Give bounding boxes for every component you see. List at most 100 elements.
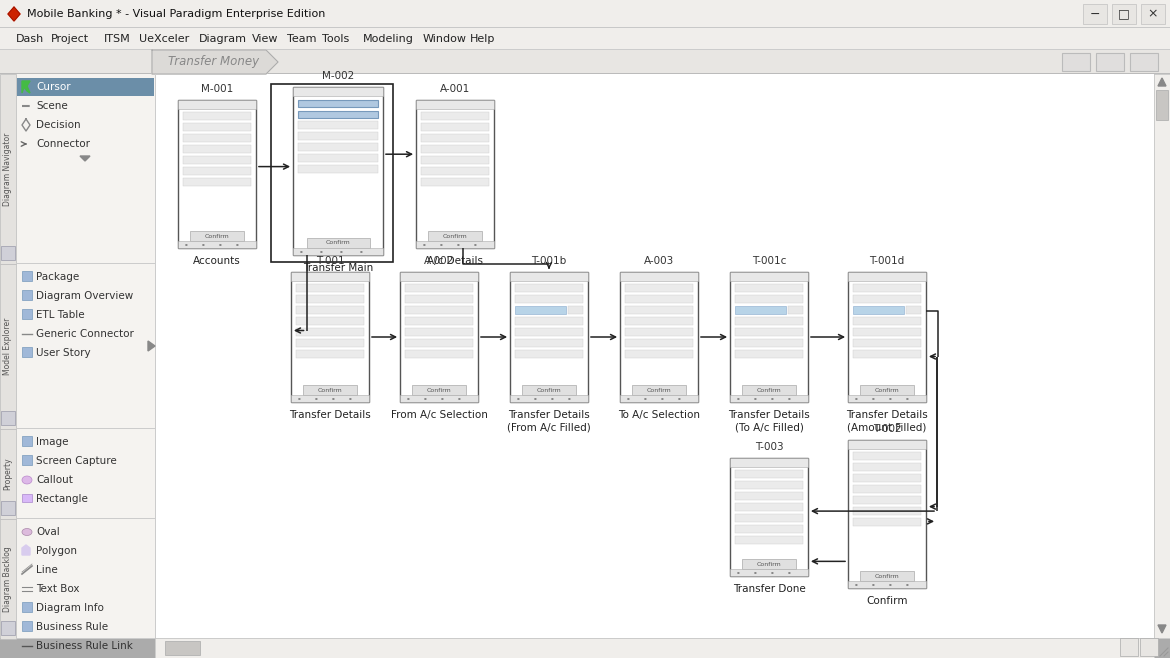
Bar xyxy=(735,284,803,292)
Text: Transfer Details: Transfer Details xyxy=(289,410,371,420)
Polygon shape xyxy=(147,341,154,351)
Bar xyxy=(1120,638,1138,656)
Text: Image: Image xyxy=(36,437,69,447)
Text: To A/c Selection: To A/c Selection xyxy=(618,410,700,420)
Bar xyxy=(735,339,803,347)
Bar xyxy=(183,112,252,120)
Bar xyxy=(183,123,252,131)
Bar xyxy=(853,496,921,504)
Text: ▪: ▪ xyxy=(677,397,681,401)
Text: Screen Capture: Screen Capture xyxy=(36,456,117,466)
Bar xyxy=(522,385,577,395)
Bar xyxy=(303,385,357,395)
Text: ▪: ▪ xyxy=(422,243,426,247)
Text: ▪: ▪ xyxy=(517,397,519,401)
Bar xyxy=(1112,4,1136,24)
Bar xyxy=(620,395,698,402)
Bar xyxy=(421,123,489,131)
Bar xyxy=(1130,53,1158,71)
Text: A-003: A-003 xyxy=(644,256,674,266)
Text: Confirm: Confirm xyxy=(205,234,229,238)
Bar xyxy=(292,248,383,255)
Bar xyxy=(428,231,482,241)
Bar xyxy=(0,28,1170,50)
Bar xyxy=(853,507,921,515)
Text: ▪: ▪ xyxy=(889,397,892,401)
Bar xyxy=(735,525,803,533)
Bar xyxy=(183,167,252,175)
Bar xyxy=(0,264,16,429)
Bar xyxy=(16,263,154,264)
Bar xyxy=(165,641,200,655)
Bar xyxy=(853,317,921,325)
Text: ▪: ▪ xyxy=(319,249,323,253)
Text: ▪: ▪ xyxy=(297,397,301,401)
Bar xyxy=(298,121,378,129)
Bar xyxy=(22,436,32,446)
Text: Decision: Decision xyxy=(36,120,81,130)
Text: Transfer Done: Transfer Done xyxy=(732,584,805,594)
Text: ▪: ▪ xyxy=(349,397,351,401)
Text: Callout: Callout xyxy=(36,475,73,485)
Bar xyxy=(853,284,921,292)
Text: Confirm: Confirm xyxy=(757,561,782,567)
Text: ▪: ▪ xyxy=(872,397,874,401)
Bar xyxy=(291,272,369,281)
Polygon shape xyxy=(1158,78,1166,86)
Bar xyxy=(0,49,1170,50)
Text: ▪: ▪ xyxy=(300,249,302,253)
Bar xyxy=(405,317,473,325)
Text: Generic Connector: Generic Connector xyxy=(36,329,133,339)
Bar xyxy=(298,165,378,173)
Text: ▪: ▪ xyxy=(906,397,908,401)
Bar xyxy=(735,317,803,325)
Text: User Story: User Story xyxy=(36,348,90,358)
Text: Project: Project xyxy=(50,34,89,44)
Text: View: View xyxy=(252,34,278,44)
Text: ▪: ▪ xyxy=(753,397,756,401)
Bar xyxy=(730,272,808,402)
Bar xyxy=(421,145,489,153)
Bar xyxy=(853,518,921,526)
Text: ▪: ▪ xyxy=(771,397,773,401)
Text: Transfer Main: Transfer Main xyxy=(303,263,373,273)
Bar xyxy=(292,87,383,96)
Text: ▪: ▪ xyxy=(771,570,773,574)
Bar xyxy=(1062,53,1090,71)
Bar xyxy=(291,272,369,402)
Text: ▪: ▪ xyxy=(661,397,663,401)
Bar xyxy=(296,328,364,336)
Text: Help: Help xyxy=(469,34,495,44)
Bar xyxy=(625,328,693,336)
Polygon shape xyxy=(1158,625,1166,633)
Text: Diagram Backlog: Diagram Backlog xyxy=(4,546,13,612)
Text: ×: × xyxy=(1148,7,1158,20)
Bar xyxy=(620,272,698,402)
Text: Confirm: Confirm xyxy=(866,596,908,606)
Bar xyxy=(0,429,16,519)
Text: Confirm: Confirm xyxy=(875,574,900,578)
Bar xyxy=(510,395,589,402)
Text: ▪: ▪ xyxy=(854,397,858,401)
Bar xyxy=(853,295,921,303)
Text: ▪: ▪ xyxy=(339,249,343,253)
Text: A/c Details: A/c Details xyxy=(427,256,483,266)
Bar xyxy=(515,350,583,358)
Bar xyxy=(296,317,364,325)
Text: Oval: Oval xyxy=(36,527,60,537)
Text: Team: Team xyxy=(287,34,316,44)
Ellipse shape xyxy=(22,528,32,536)
Text: ▪: ▪ xyxy=(787,570,791,574)
Text: ▪: ▪ xyxy=(737,397,739,401)
Bar xyxy=(296,350,364,358)
Text: Confirm: Confirm xyxy=(427,388,452,393)
Bar xyxy=(853,306,904,314)
Bar xyxy=(405,295,473,303)
Bar xyxy=(848,272,925,281)
Bar xyxy=(730,569,808,576)
Text: T-001d: T-001d xyxy=(869,256,904,266)
Bar xyxy=(16,429,154,519)
Bar xyxy=(1,501,15,515)
Bar xyxy=(906,306,921,314)
Bar xyxy=(1156,90,1168,120)
